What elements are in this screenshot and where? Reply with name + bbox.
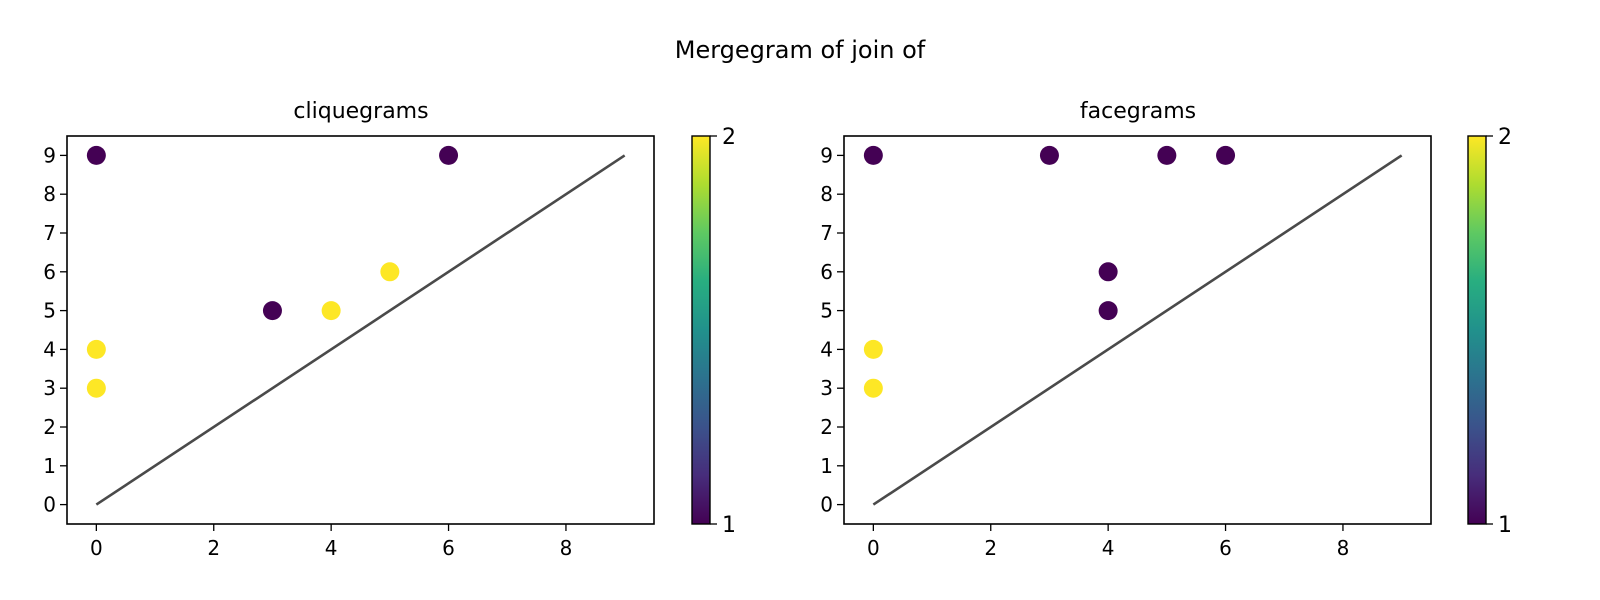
- facegrams-x-tick-label: 2: [984, 536, 997, 560]
- cliquegrams-colorbar-tick-label: 2: [722, 125, 736, 150]
- cliquegrams-panel: cliquegrams 0 2 4 6 8 0 1 2 3 4 5 6 7 8 9 1 2: [43, 99, 736, 560]
- facegrams-point: [1098, 301, 1118, 321]
- facegrams-point: [863, 378, 883, 398]
- facegrams-colorbar-tick-label: 1: [1498, 513, 1512, 538]
- cliquegrams-y-tick-label: 2: [43, 415, 56, 439]
- cliquegrams-point: [86, 145, 106, 165]
- cliquegrams-y-tick-label: 1: [43, 454, 56, 478]
- cliquegrams-y-tick-label: 3: [43, 376, 56, 400]
- cliquegrams-x-tick-label: 4: [325, 536, 338, 560]
- facegrams-axes-frame: [843, 135, 1432, 525]
- cliquegrams-colorbar-tick-label: 1: [722, 513, 736, 538]
- facegrams-y-tick-label: 4: [820, 337, 833, 361]
- facegrams-y-tick-label: 0: [820, 493, 833, 517]
- facegrams-x-tick-label: 6: [1219, 536, 1232, 560]
- cliquegrams-y-tick-label: 0: [43, 493, 56, 517]
- cliquegrams-x-tick-label: 8: [560, 536, 573, 560]
- cliquegrams-colorbar: [691, 135, 711, 525]
- cliquegrams-x-tick-label: 6: [442, 536, 455, 560]
- cliquegrams-diagonal-line: [95, 154, 626, 506]
- facegrams-x-tick-label: 0: [867, 536, 880, 560]
- facegrams-y-tick-label: 8: [820, 182, 833, 206]
- cliquegrams-y-tick-label: 6: [43, 260, 56, 284]
- facegrams-y-tick-label: 3: [820, 376, 833, 400]
- cliquegrams-axes-frame: [66, 135, 655, 525]
- facegrams-colorbar: [1467, 135, 1487, 525]
- facegrams-y-tick-label: 1: [820, 454, 833, 478]
- cliquegrams-x-tick-label: 0: [90, 536, 103, 560]
- cliquegrams-y-tick-label: 4: [43, 337, 56, 361]
- facegrams-x-tick-label: 8: [1337, 536, 1350, 560]
- cliquegrams-y-tick-label: 5: [43, 299, 56, 323]
- facegrams-colorbar-tick-label: 2: [1498, 125, 1512, 150]
- cliquegrams-y-tick-label: 7: [43, 221, 56, 245]
- facegrams-y-tick-label: 5: [820, 299, 833, 323]
- facegrams-point: [1039, 145, 1059, 165]
- facegrams-y-tick-label: 9: [820, 143, 833, 167]
- facegrams-point: [1157, 145, 1177, 165]
- cliquegrams-y-tick-label: 9: [43, 143, 56, 167]
- cliquegrams-point: [380, 262, 400, 282]
- cliquegrams-y-tick-label: 8: [43, 182, 56, 206]
- cliquegrams-title: cliquegrams: [293, 99, 428, 124]
- facegrams-y-tick-label: 2: [820, 415, 833, 439]
- facegrams-x-tick-label: 4: [1102, 536, 1115, 560]
- cliquegrams-point: [439, 145, 459, 165]
- facegrams-point: [863, 339, 883, 359]
- facegrams-point: [1216, 145, 1236, 165]
- facegrams-point: [1098, 262, 1118, 282]
- figure-title: Mergegram of join of: [674, 36, 926, 64]
- cliquegrams-x-tick-label: 2: [207, 536, 220, 560]
- cliquegrams-point: [321, 301, 341, 321]
- facegrams-diagonal-line: [872, 154, 1403, 506]
- facegrams-point: [863, 145, 883, 165]
- facegrams-panel: facegrams 0 2 4 6 8 0 1 2 3 4 5 6 7 8 9 1 2: [820, 99, 1512, 560]
- cliquegrams-point: [262, 301, 282, 321]
- facegrams-title: facegrams: [1080, 99, 1196, 124]
- facegrams-y-tick-label: 6: [820, 260, 833, 284]
- cliquegrams-point: [86, 339, 106, 359]
- facegrams-y-tick-label: 7: [820, 221, 833, 245]
- cliquegrams-point: [86, 378, 106, 398]
